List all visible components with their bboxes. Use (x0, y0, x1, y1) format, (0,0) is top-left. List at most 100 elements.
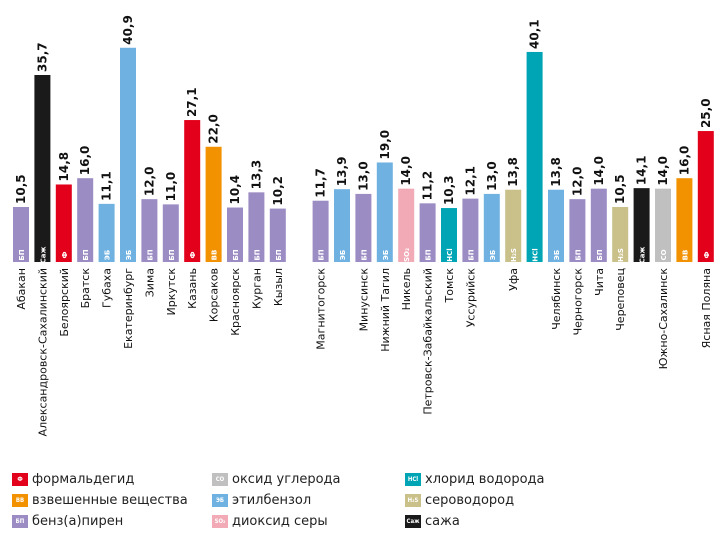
category-label: Петровск-Забайкальский (422, 268, 435, 415)
bar-value-label: 10,3 (442, 175, 456, 205)
bar (676, 178, 693, 262)
bar (655, 188, 671, 262)
bar-group: ЭБ 13,0 (483, 161, 500, 262)
bar (569, 199, 586, 262)
bar-group: БП 10,4 Красноярск (227, 175, 243, 336)
bar-value-label: 10,4 (228, 175, 242, 205)
bar (376, 162, 393, 262)
legend-swatch: Ф (12, 472, 28, 486)
bar (162, 204, 179, 262)
bar-code-label: БП (275, 249, 283, 260)
bar-group: Ф 14,8 Белоярский (55, 152, 72, 337)
bar (419, 203, 436, 262)
category-label: Губаха (101, 268, 114, 308)
legend-swatch: CO (212, 472, 228, 486)
bar-code-label: БП (18, 249, 26, 260)
bar-value-label: 13,8 (549, 157, 563, 187)
bar-value-label: 13,3 (249, 160, 263, 190)
bar-group: H₂S 13,8 Уфа (505, 157, 522, 291)
bar (633, 188, 650, 262)
bar (441, 208, 457, 262)
legend-swatch: SO₂ (212, 514, 228, 528)
bar (355, 193, 372, 262)
category-label: Иркутск (165, 268, 178, 316)
category-label: Чита (593, 268, 606, 296)
bar-value-label: 13,0 (356, 161, 370, 191)
legend-label: формальдегид (32, 471, 135, 487)
bar-group: Cаж 14,1 (633, 156, 650, 263)
legend-swatch: HCl (405, 472, 421, 486)
bar-group: БП 12,1 Уссурийск (462, 166, 479, 328)
bar-code-label: ВВ (681, 250, 689, 261)
bar-code-label: БП (425, 249, 433, 260)
bar-value-label: 13,9 (335, 157, 349, 187)
legend-item-so2: SO₂ диоксид серы (212, 512, 328, 530)
legend-label: взвешенные вещества (32, 492, 188, 508)
legend-label: сероводород (425, 492, 515, 508)
bar-code-label: CO (660, 249, 668, 260)
bar-group: ВВ 16,0 (676, 146, 693, 262)
bar-code-label: БП (360, 249, 368, 260)
legend-swatch: БП (12, 514, 28, 528)
bar-group: ВВ 22,0 Корсаков (205, 114, 222, 322)
bar (55, 184, 72, 262)
bar-code-label: БП (596, 249, 604, 260)
bar (312, 200, 329, 262)
category-label: Уссурийск (464, 268, 477, 328)
bar-group: H₂S 10,5 Череповец (612, 174, 629, 331)
legend-item-hcl: HCl хлорид водорода (405, 470, 545, 488)
bar-group: Ф 27,1 Казань (184, 87, 201, 309)
bar-code-label: ВВ (211, 250, 219, 261)
legend-item-eb: ЭБ этилбензол (212, 491, 311, 509)
category-label: Екатеринбург (122, 268, 135, 349)
bar (98, 203, 115, 262)
bar-code-label: Cаж (39, 247, 47, 264)
bar-value-label: 11,0 (164, 172, 178, 202)
bar-code-label: БП (82, 249, 90, 260)
bar-value-label: 14,0 (399, 156, 413, 186)
bar-code-label: БП (318, 249, 326, 260)
bar (590, 188, 607, 262)
bar-code-label: БП (168, 249, 176, 260)
category-label: Казань (186, 268, 199, 309)
bar-group: БП 13,3 Курган (248, 160, 265, 309)
bar-value-label: 12,0 (570, 167, 584, 197)
bar (34, 75, 51, 262)
category-label: Зима (143, 268, 156, 297)
bar-value-label: 13,8 (506, 157, 520, 187)
bar-group: БП 11,7 Магнитогорск (312, 168, 329, 350)
bar-group: БП 12,0 Зима (141, 167, 158, 297)
bar-group: БП 14,0 Чита (590, 156, 607, 296)
bar (77, 178, 94, 262)
bar-group: ЭБ 11,1 Губаха (98, 171, 115, 308)
bar-group: Cаж 35,7 Александровск-Сахалинский (34, 42, 51, 436)
bar-value-label: 19,0 (378, 130, 392, 160)
legend-item-co: CO оксид углерода (212, 470, 341, 488)
bar-code-label: SO₂ (403, 248, 411, 262)
category-label: Ясная Поляна (700, 268, 713, 348)
bar-value-label: 40,1 (528, 19, 542, 49)
category-label: Южно-Сахалинск (657, 268, 670, 370)
bar (398, 188, 415, 262)
category-label: Никель (400, 268, 413, 310)
bar-code-label: БП (467, 249, 475, 260)
bar-code-label: ЭБ (553, 250, 561, 260)
legend-item-soot: Cаж сажа (405, 512, 460, 530)
bar-group: HCl 40,1 (526, 19, 543, 263)
bar-group: БП 12,0 Черногорск (569, 167, 586, 335)
legend-item-bp: БП бенз(а)пирен (12, 512, 123, 530)
category-label: Магнитогорск (315, 268, 328, 350)
bar-code-label: ЭБ (382, 250, 390, 260)
category-label: Корсаков (208, 268, 221, 322)
bar-value-label: 10,5 (14, 174, 28, 204)
bar-value-label: 40,9 (121, 15, 135, 45)
bar-value-label: 14,0 (656, 156, 670, 186)
category-label: Абакан (15, 268, 28, 310)
bar-group: БП 16,0 Братск (77, 146, 94, 308)
bar (483, 193, 500, 262)
legend-item-vv: ВВ взвешенные вещества (12, 491, 188, 509)
bar (697, 131, 714, 262)
bar-group: БП 11,0 Иркутск (162, 172, 179, 316)
bar-value-label: 27,1 (185, 87, 199, 117)
